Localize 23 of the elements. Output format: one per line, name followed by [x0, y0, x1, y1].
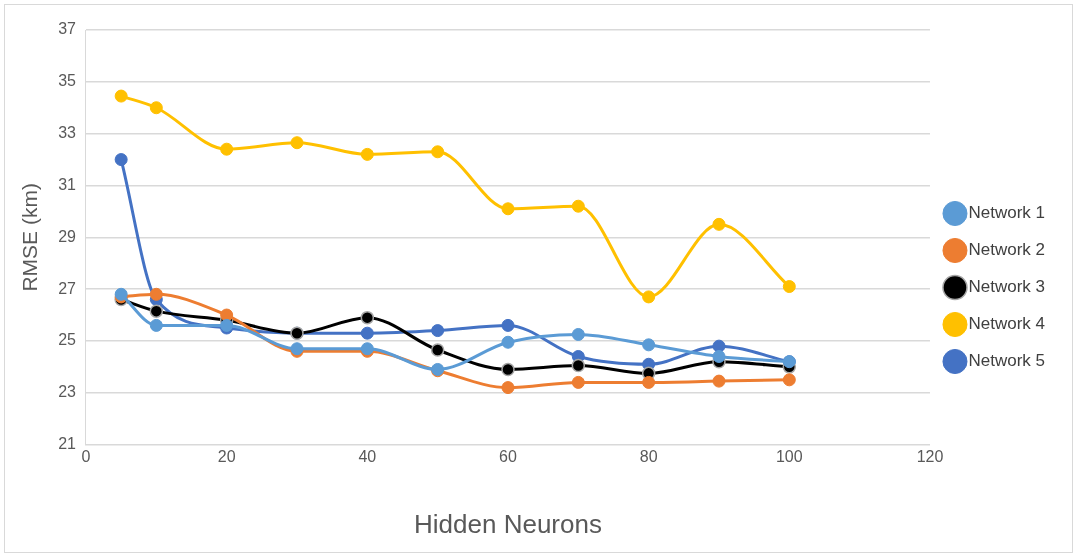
x-axis-title: Hidden Neurons — [414, 508, 602, 539]
legend-label: Network 4 — [968, 314, 1046, 334]
x-tick-label: 60 — [499, 447, 517, 465]
y-tick-label: 27 — [58, 279, 77, 297]
legend-label: Network 3 — [968, 277, 1046, 297]
x-tick-label: 20 — [217, 447, 236, 465]
y-tick-label: 33 — [58, 124, 77, 142]
x-tick-label: 80 — [639, 447, 658, 465]
y-tick-label: 35 — [58, 72, 77, 90]
x-tick-label: 40 — [358, 447, 377, 465]
y-tick-label: 25 — [58, 331, 77, 349]
y-tick-label: 21 — [58, 435, 77, 453]
legend-label: Network 2 — [968, 240, 1046, 260]
x-tick-label: 0 — [81, 447, 91, 465]
y-tick-label: 23 — [58, 383, 77, 401]
y-tick-label: 31 — [58, 175, 77, 193]
x-tick-label: 120 — [916, 447, 944, 465]
legend-label: Network 1 — [968, 203, 1046, 223]
x-tick-label: 100 — [775, 447, 803, 465]
legend-label: Network 5 — [968, 351, 1046, 371]
y-tick-label: 29 — [58, 227, 77, 245]
y-axis-title: RMSE (km) — [18, 183, 42, 292]
y-tick-label: 37 — [58, 20, 77, 38]
